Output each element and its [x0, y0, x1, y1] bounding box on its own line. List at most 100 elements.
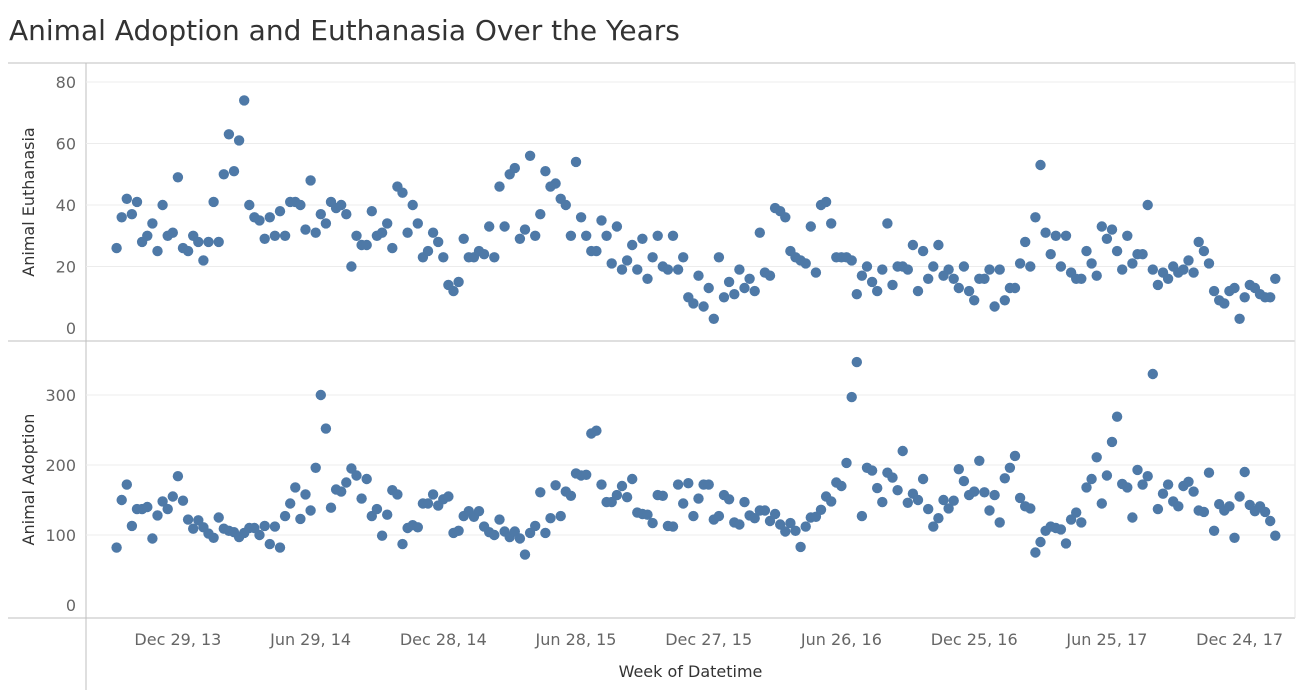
euthanasia-point[interactable]: [269, 230, 281, 241]
euthanasia-point[interactable]: [351, 230, 362, 241]
euthanasia-point[interactable]: [1009, 282, 1021, 294]
adoption-point[interactable]: [795, 541, 806, 553]
euthanasia-point[interactable]: [172, 172, 184, 183]
euthanasia-point[interactable]: [744, 273, 755, 284]
adoption-point[interactable]: [866, 465, 878, 476]
euthanasia-point[interactable]: [422, 245, 434, 257]
euthanasia-point[interactable]: [1162, 273, 1174, 284]
euthanasia-point[interactable]: [851, 289, 862, 300]
adoption-point[interactable]: [172, 471, 184, 482]
adoption-point[interactable]: [142, 501, 153, 513]
euthanasia-point[interactable]: [989, 301, 1000, 312]
euthanasia-point[interactable]: [570, 156, 582, 168]
euthanasia-point[interactable]: [902, 264, 913, 275]
adoption-point[interactable]: [713, 510, 725, 522]
euthanasia-point[interactable]: [953, 282, 964, 294]
adoption-point[interactable]: [182, 514, 194, 525]
adoption-point[interactable]: [1208, 525, 1220, 536]
euthanasia-point[interactable]: [1208, 285, 1220, 297]
adoption-point[interactable]: [1152, 503, 1164, 515]
euthanasia-point[interactable]: [703, 282, 714, 294]
adoption-point[interactable]: [678, 498, 689, 509]
euthanasia-point[interactable]: [912, 285, 924, 297]
euthanasia-point[interactable]: [233, 135, 245, 146]
euthanasia-point[interactable]: [198, 255, 209, 266]
adoption-point[interactable]: [785, 517, 796, 529]
euthanasia-point[interactable]: [152, 245, 163, 257]
euthanasia-point[interactable]: [1178, 264, 1189, 275]
adoption-point[interactable]: [453, 525, 464, 536]
euthanasia-point[interactable]: [484, 221, 495, 232]
adoption-point[interactable]: [657, 490, 668, 501]
adoption-point[interactable]: [269, 521, 281, 532]
adoption-point[interactable]: [519, 549, 531, 560]
adoption-point[interactable]: [325, 502, 337, 513]
adoption-point[interactable]: [912, 494, 924, 506]
adoption-point[interactable]: [1265, 515, 1276, 527]
adoption-point[interactable]: [1188, 486, 1199, 497]
adoption-point[interactable]: [1137, 479, 1148, 490]
adoption-point[interactable]: [892, 485, 903, 496]
euthanasia-point[interactable]: [274, 206, 286, 217]
euthanasia-point[interactable]: [627, 239, 638, 251]
adoption-point[interactable]: [897, 445, 908, 457]
adoption-point[interactable]: [923, 503, 934, 515]
euthanasia-point[interactable]: [494, 181, 505, 192]
euthanasia-point[interactable]: [259, 233, 270, 244]
euthanasia-point[interactable]: [218, 169, 229, 180]
adoption-point[interactable]: [514, 533, 526, 544]
adoption-point[interactable]: [1086, 473, 1097, 485]
euthanasia-point[interactable]: [764, 270, 776, 281]
adoption-point[interactable]: [392, 489, 403, 500]
euthanasia-point[interactable]: [729, 289, 740, 300]
adoption-point[interactable]: [723, 494, 735, 505]
euthanasia-point[interactable]: [1127, 258, 1138, 269]
euthanasia-point[interactable]: [499, 221, 510, 232]
adoption-point[interactable]: [672, 479, 684, 490]
adoption-point[interactable]: [315, 389, 326, 401]
adoption-point[interactable]: [984, 505, 995, 516]
adoption-point[interactable]: [851, 356, 862, 368]
adoption-point[interactable]: [1091, 452, 1102, 463]
adoption-point[interactable]: [1162, 479, 1174, 490]
euthanasia-point[interactable]: [1198, 245, 1210, 257]
adoption-point[interactable]: [443, 491, 454, 502]
adoption-point[interactable]: [152, 510, 163, 521]
euthanasia-point[interactable]: [1050, 230, 1062, 241]
euthanasia-point[interactable]: [1040, 227, 1051, 238]
adoption-point[interactable]: [642, 509, 653, 520]
euthanasia-point[interactable]: [142, 230, 153, 241]
euthanasia-point[interactable]: [1101, 233, 1113, 244]
euthanasia-point[interactable]: [601, 230, 612, 241]
adoption-point[interactable]: [1009, 450, 1021, 462]
euthanasia-point[interactable]: [994, 264, 1005, 275]
euthanasia-point[interactable]: [581, 230, 592, 241]
adoption-point[interactable]: [933, 513, 944, 524]
adoption-point[interactable]: [305, 505, 316, 516]
euthanasia-point[interactable]: [1055, 261, 1067, 272]
adoption-point[interactable]: [371, 503, 383, 515]
adoption-point[interactable]: [382, 509, 393, 520]
euthanasia-point[interactable]: [336, 199, 347, 211]
adoption-point[interactable]: [213, 512, 224, 523]
adoption-point[interactable]: [208, 532, 219, 543]
euthanasia-point[interactable]: [672, 264, 684, 275]
adoption-point[interactable]: [969, 486, 980, 497]
euthanasia-point[interactable]: [295, 199, 306, 211]
adoption-point[interactable]: [815, 504, 827, 515]
adoption-point[interactable]: [1055, 524, 1067, 535]
adoption-point[interactable]: [1229, 532, 1240, 543]
adoption-point[interactable]: [841, 457, 852, 469]
euthanasia-point[interactable]: [1086, 258, 1097, 269]
adoption-point[interactable]: [188, 523, 199, 534]
euthanasia-point[interactable]: [1076, 273, 1087, 284]
euthanasia-point[interactable]: [611, 221, 623, 232]
adoption-point[interactable]: [489, 529, 500, 541]
adoption-point[interactable]: [259, 520, 270, 532]
adoption-point[interactable]: [167, 491, 178, 502]
euthanasia-point[interactable]: [300, 224, 311, 235]
euthanasia-point[interactable]: [754, 227, 765, 238]
euthanasia-point[interactable]: [1265, 292, 1276, 303]
adoption-point[interactable]: [157, 496, 168, 507]
euthanasia-point[interactable]: [535, 209, 546, 220]
